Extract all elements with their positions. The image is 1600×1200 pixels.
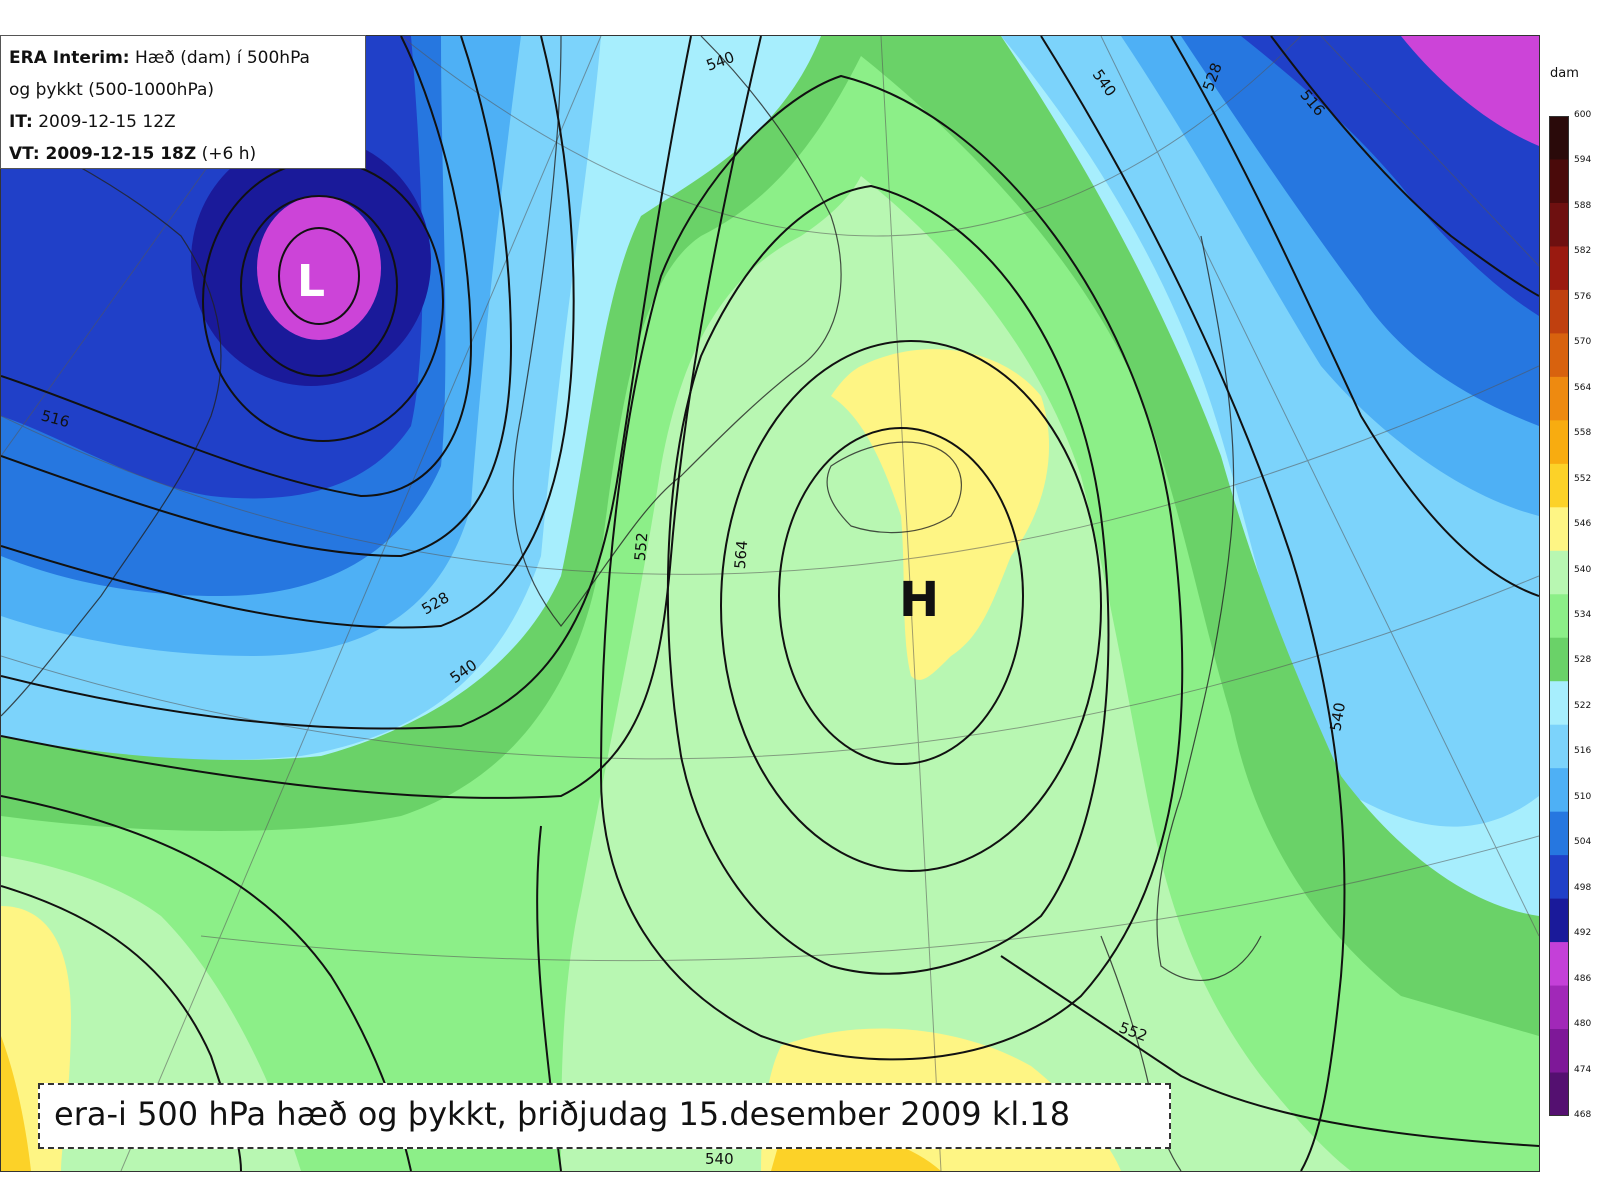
contour-528: [1, 36, 575, 629]
contour-high-2: [720, 340, 1102, 872]
colorbar-swatch: [1549, 855, 1569, 900]
band-540: [561, 176, 1351, 1171]
colorbar-tick-label: 468: [1574, 1110, 1592, 1120]
colorbar-tick-label: 534: [1574, 610, 1592, 620]
colorbar-swatch: [1549, 1072, 1569, 1116]
colorbar-tick-label: 558: [1574, 428, 1592, 439]
info-line-1: ERA Interim: Hæð (dam) í 500hPa: [9, 48, 310, 68]
colorbar-swatch: [1549, 202, 1569, 247]
greenland-coast: [512, 36, 842, 627]
colorbar-unit: dam: [1550, 66, 1579, 81]
colorbar-swatch: [1549, 333, 1569, 378]
contour-low-2: [240, 195, 398, 377]
contour-522: [1, 36, 513, 558]
colorbar-swatch: [1549, 681, 1569, 726]
colorbar-swatch: [1549, 637, 1569, 682]
colorbar-tick-label: 510: [1574, 791, 1592, 802]
colorbar-tick-label: 594: [1574, 155, 1592, 166]
caption-text: era-i 500 hPa hæð og þykkt, þriðjudag 15…: [54, 1095, 1071, 1133]
contour-552: [1, 36, 762, 799]
contour-540-e: [1040, 36, 1346, 1171]
contour-516: [1, 36, 473, 498]
contour-552-s: [1000, 955, 1539, 1147]
colorbar-tick-label: 582: [1574, 246, 1592, 257]
colorbar-tick-label: 540: [1574, 564, 1592, 575]
colorbar-tick-label: 480: [1574, 1019, 1592, 1030]
colorbar-tick-label: 504: [1574, 837, 1592, 848]
band-486-east: [1401, 36, 1539, 146]
colorbar-tick-label: 588: [1574, 200, 1592, 211]
contour-558: [599, 74, 1184, 1061]
contour-540-w: [1, 36, 692, 730]
colorbar-tick-label: 552: [1574, 473, 1592, 484]
colorbar-swatch: [1549, 420, 1569, 465]
colorbar-swatch: [1549, 898, 1569, 943]
contour-564: [666, 184, 1110, 975]
contour-label: 564: [731, 540, 751, 570]
colorbar-tick-label: 492: [1574, 928, 1592, 939]
contour-516-e: [1270, 36, 1539, 297]
contour-528-e: [1170, 36, 1539, 597]
colorbar-swatch: [1549, 811, 1569, 856]
colorbar-swatch: [1549, 550, 1569, 595]
colorbar-tick-label: 528: [1574, 655, 1592, 666]
map-panel: 540 528 516 540 516 528 540 552 564 540 …: [0, 35, 1540, 1172]
band-546-high: [831, 349, 1050, 680]
info-line-3: IT: 2009-12-15 12Z: [9, 112, 176, 132]
colorbar-tick-label: 600: [1574, 110, 1592, 120]
colorbar-swatch: [1549, 116, 1569, 160]
colorbar-tick-label: 570: [1574, 337, 1592, 348]
low-core: [257, 196, 381, 340]
colorbar-swatch: [1549, 289, 1569, 334]
contour-low-inner: [278, 227, 360, 325]
colorbar-tick-label: 498: [1574, 882, 1592, 893]
band-552-sw: [1, 1036, 31, 1171]
colorbar-tick-label: 546: [1574, 519, 1592, 530]
info-line-4: VT: 2009-12-15 18Z (+6 h): [9, 144, 257, 164]
colorbar-tick-label: 486: [1574, 973, 1592, 984]
colorbar-swatch: [1549, 594, 1569, 639]
high-label: H: [899, 572, 939, 628]
colorbar-swatch: [1549, 985, 1569, 1030]
iceland-coast: [826, 441, 962, 534]
colorbar-swatch: [1549, 463, 1569, 508]
contour-label: 540: [1326, 701, 1349, 732]
colorbar-tick-label: 564: [1574, 382, 1592, 393]
colorbar: [1549, 116, 1569, 1116]
low-label: L: [297, 256, 325, 307]
canada-coast: [1, 125, 222, 717]
colorbar-tick-label: 516: [1574, 746, 1592, 757]
caption-box: era-i 500 hPa hæð og þykkt, þriðjudag 15…: [38, 1083, 1171, 1149]
colorbar-swatch: [1549, 376, 1569, 421]
graticule: [1, 36, 1539, 1171]
colorbar-swatch: [1549, 507, 1569, 552]
info-box: ERA Interim: Hæð (dam) í 500hPa og þykkt…: [0, 35, 366, 169]
colorbar-tick-label: 522: [1574, 700, 1592, 711]
colorbar-tick-label: 474: [1574, 1064, 1592, 1075]
colorbar-swatch: [1549, 159, 1569, 204]
thickness-map: 540 528 516 540 516 528 540 552 564 540 …: [1, 36, 1539, 1171]
colorbar-swatch: [1549, 768, 1569, 813]
info-line-2: og þykkt (500-1000hPa): [9, 80, 214, 100]
scandinavia-coast: [1156, 235, 1262, 982]
contour-high-inner: [778, 427, 1024, 765]
colorbar-swatch: [1549, 1029, 1569, 1074]
coastlines: [1, 36, 1262, 1171]
colorbar-swatch: [1549, 246, 1569, 291]
colorbar-swatch: [1549, 724, 1569, 769]
colorbar-tick-label: 576: [1574, 291, 1592, 302]
contour-label: 540: [705, 1150, 734, 1168]
height-contours: [1, 36, 1539, 1171]
colorbar-swatch: [1549, 942, 1569, 987]
contour-label: 552: [631, 532, 651, 562]
